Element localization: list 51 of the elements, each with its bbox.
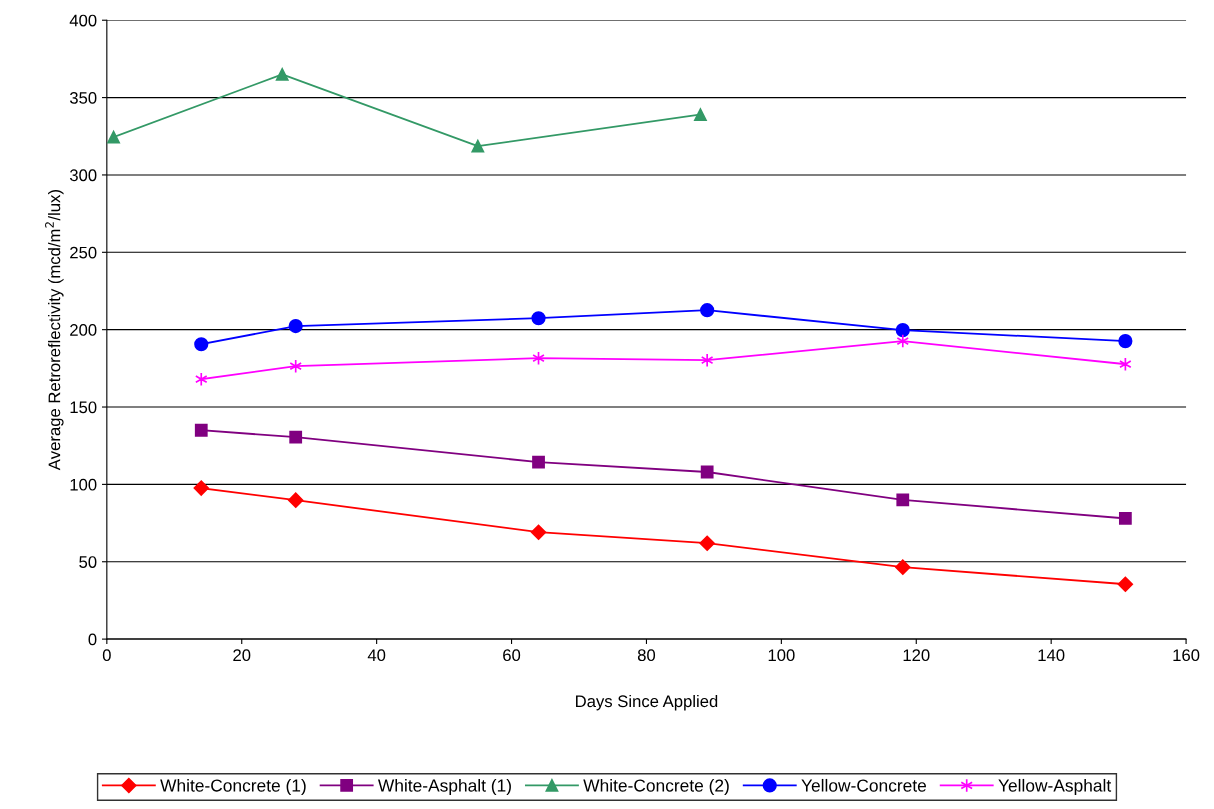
point	[193, 480, 209, 496]
x-tick-label: 0	[102, 649, 111, 662]
legend-label: White-Concrete (2)	[583, 778, 729, 796]
point	[700, 353, 714, 368]
point	[194, 337, 209, 352]
y-tick-label: 300	[69, 169, 97, 182]
x-tick-label: 160	[1173, 649, 1200, 662]
y-tick-label: 150	[70, 401, 97, 414]
point	[289, 359, 302, 374]
point	[532, 455, 545, 469]
x-tick-label: 60	[503, 649, 521, 662]
legend-label: White-Concrete (1)	[160, 778, 306, 796]
y-tick-label: 50	[79, 556, 97, 568]
x-tick-label: 20	[233, 649, 251, 662]
point	[288, 319, 303, 334]
y-tick-label: 0	[88, 633, 97, 646]
x-tick-label: 140	[1038, 649, 1065, 662]
y-tick-label: 100	[70, 478, 97, 491]
x-tick-label: 100	[768, 649, 795, 662]
point	[107, 130, 120, 144]
point	[531, 311, 546, 326]
point	[1117, 576, 1134, 592]
point	[195, 372, 208, 387]
legend-label: Yellow-Concrete	[801, 778, 927, 792]
point	[700, 303, 715, 318]
legend-label: White-Asphalt (1)	[377, 778, 511, 796]
point	[896, 493, 910, 507]
point	[287, 492, 304, 508]
x-tick-label: 120	[903, 649, 930, 662]
point	[289, 430, 303, 444]
point	[194, 423, 208, 437]
point	[530, 524, 547, 540]
legend-label: Yellow-Asphalt	[998, 778, 1112, 796]
y-tick-label: 250	[70, 246, 97, 259]
x-tick-label: 40	[367, 649, 386, 662]
y-axis-title: Average Retroreflectivity (mcd/m$^{2}$/lux)	[45, 190, 64, 471]
point	[471, 139, 485, 153]
x-tick-label: 80	[637, 649, 656, 662]
y-tick-label: 400	[69, 14, 97, 27]
x-axis-title: Days Since Applied	[576, 694, 718, 711]
point	[1118, 512, 1132, 525]
point	[694, 108, 707, 121]
point	[895, 559, 911, 575]
point	[275, 67, 289, 81]
y-tick-label: 350	[69, 91, 97, 104]
point	[700, 465, 714, 479]
y-tick-label: 200	[70, 324, 97, 336]
point	[1118, 334, 1133, 349]
point	[699, 535, 715, 551]
point	[896, 334, 910, 349]
point	[895, 323, 910, 338]
